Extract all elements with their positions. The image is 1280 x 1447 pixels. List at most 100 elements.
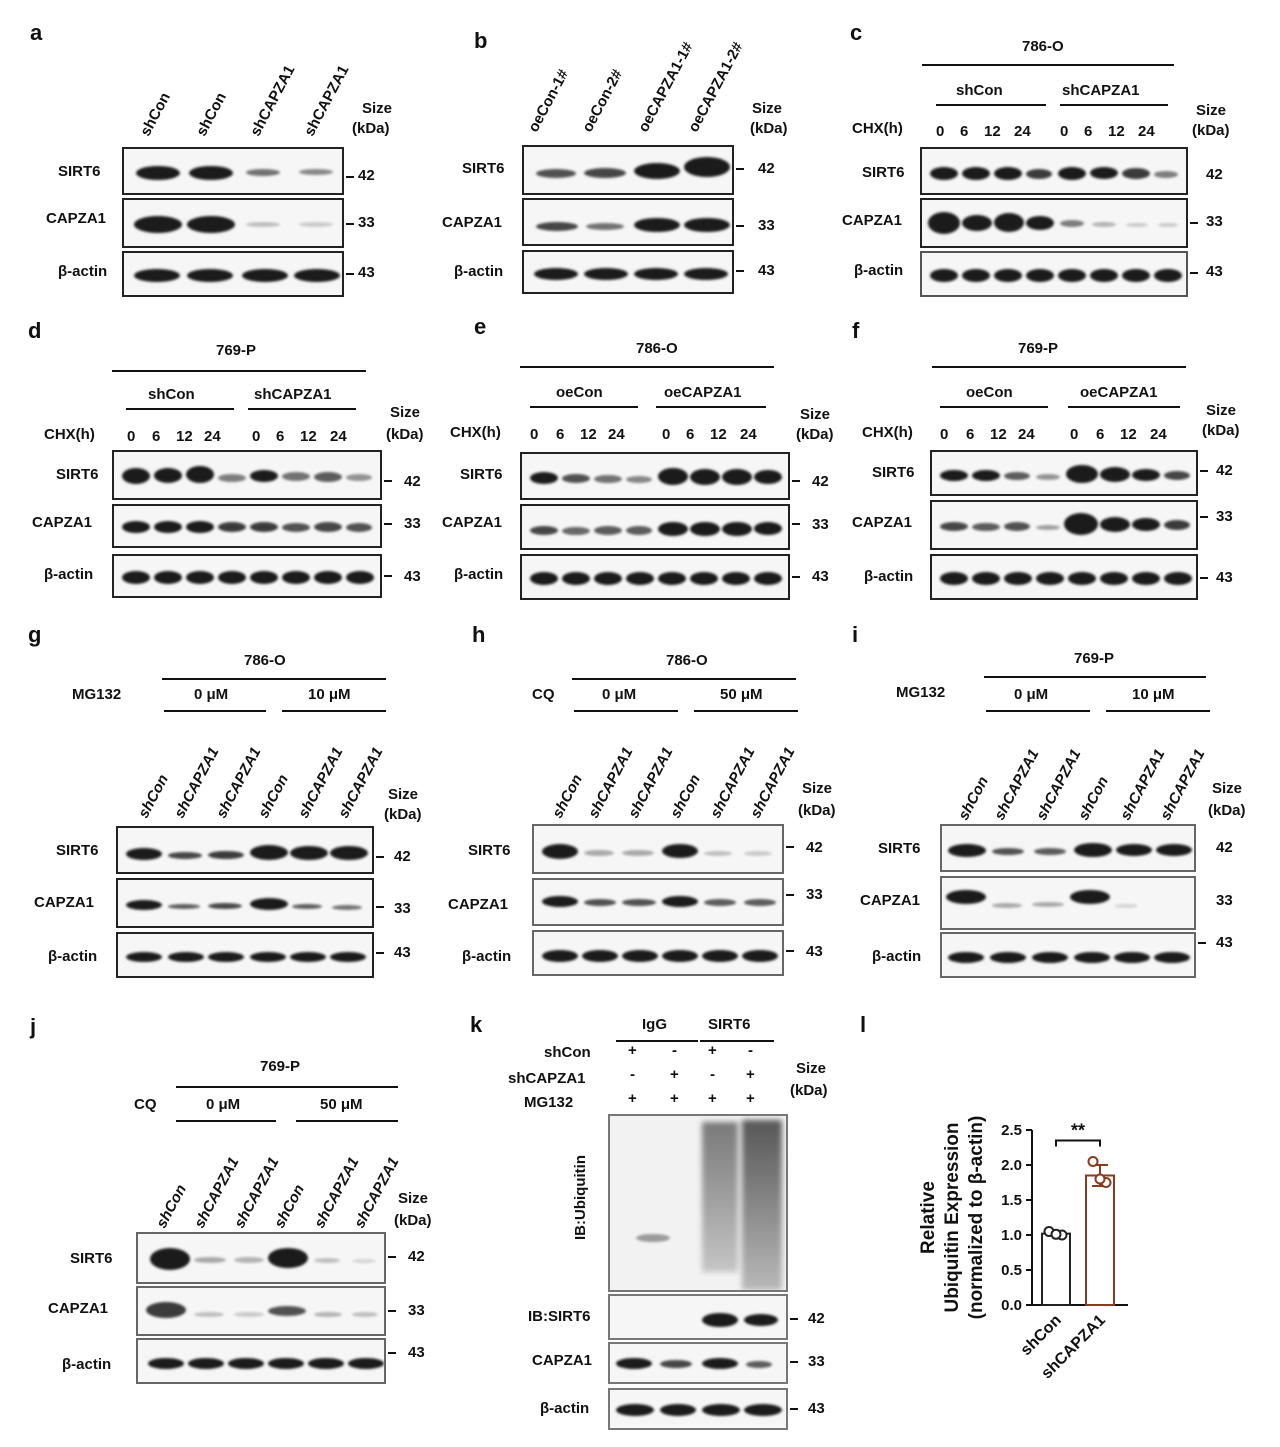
dose-label: 50 μM [720, 686, 763, 703]
mw-42: 42 [808, 1310, 825, 1327]
size-label: Size [1206, 402, 1237, 419]
kda-label: (kDa) [750, 120, 788, 137]
chx-label: CHX(h) [44, 426, 95, 443]
time-label: 6 [966, 426, 975, 443]
lane-label: shCon [254, 771, 292, 821]
row-label-actin: β-actin [58, 263, 108, 280]
blot-capza1 [930, 500, 1198, 550]
panel-g: g 786-O MG132 0 μM 10 μM shCon shCAPZA1 … [0, 610, 440, 1000]
mw-42: 42 [758, 160, 775, 177]
panel-b: b oeCon-1# oeCon-2# oeCAPZA1-1# oeCAPZA1… [430, 0, 850, 310]
time-label: 24 [204, 428, 221, 445]
y-tick-label: 1.5 [1001, 1192, 1022, 1209]
blot-actin [920, 251, 1188, 297]
mw-43: 43 [806, 943, 823, 960]
kda-label: (kDa) [384, 806, 422, 823]
ib-ubiquitin-label: IB:Ubiquitin [572, 1155, 589, 1240]
panel-letter: i [852, 622, 859, 647]
blot-sirt6 [532, 824, 784, 874]
mw-42: 42 [404, 473, 421, 490]
time-label: 6 [960, 123, 969, 140]
blot-ubiquitin [608, 1114, 788, 1292]
panel-letter: d [28, 318, 42, 343]
blot-actin [112, 554, 382, 598]
panel-letter: f [852, 318, 860, 343]
panel-letter: g [28, 622, 42, 647]
ubiquitin-bar-chart: 0.00.51.01.52.02.5shConshCAPZA1**Relativ… [918, 1116, 1128, 1382]
time-label: 12 [990, 426, 1007, 443]
panel-l: l 0.0 0.5 1.0 1.5 2.0 2.5 shCon shCAPZA1 ** Relat… [860, 1000, 1280, 1447]
cell-line: 786-O [636, 340, 678, 357]
sign: - [710, 1066, 715, 1083]
panel-letter: k [470, 1012, 483, 1037]
blot-actin [122, 251, 344, 297]
mw-33: 33 [358, 214, 375, 231]
mw-43: 43 [404, 568, 421, 585]
mw-43: 43 [1216, 569, 1233, 586]
row-label-actin: β-actin [454, 263, 504, 280]
row-label-actin: β-actin [454, 566, 504, 583]
time-label: 0 [662, 426, 671, 443]
time-label: 6 [152, 428, 161, 445]
blot-sirt6 [520, 452, 790, 500]
size-label: Size [390, 404, 421, 421]
dose-label: 0 μM [206, 1096, 241, 1113]
mw-33: 33 [1216, 892, 1233, 909]
row-label-actin: β-actin [462, 948, 512, 965]
group-label: shCon [956, 82, 1003, 99]
row-label-capza1: CAPZA1 [852, 514, 913, 531]
size-label: Size [1212, 780, 1243, 797]
row-label-actin: β-actin [48, 948, 98, 965]
y-tick-label: 0.5 [1001, 1262, 1022, 1279]
cell-line: 786-O [244, 652, 286, 669]
lane-label: shCon [954, 773, 992, 823]
blot-capza1 [136, 1286, 386, 1336]
time-label: 24 [1150, 426, 1167, 443]
mw-33: 33 [806, 886, 823, 903]
size-label: Size [796, 1060, 827, 1077]
time-label: 24 [330, 428, 347, 445]
row-label-actin: β-actin [854, 262, 904, 279]
sign: + [670, 1066, 679, 1083]
kda-label: (kDa) [386, 426, 424, 443]
sign: + [628, 1042, 637, 1059]
time-label: 24 [608, 426, 625, 443]
time-label: 12 [710, 426, 727, 443]
sign: + [708, 1090, 717, 1107]
blot-capza1 [522, 198, 734, 246]
group-label: oeCAPZA1 [1080, 384, 1158, 401]
group-label: shCon [148, 386, 195, 403]
row-label-capza1: CAPZA1 [448, 896, 509, 913]
panel-letter: l [860, 1012, 867, 1037]
mw-42: 42 [1206, 166, 1223, 183]
kda-label: (kDa) [798, 802, 836, 819]
dose-label: 0 μM [602, 686, 637, 703]
size-label: Size [388, 786, 419, 803]
data-point [1050, 1228, 1062, 1240]
row-label-sirt6: SIRT6 [878, 840, 921, 857]
sign: - [748, 1042, 753, 1059]
row-label-capza1: CAPZA1 [32, 514, 93, 531]
blot-capza1 [520, 504, 790, 550]
significance-bracket [1055, 1139, 1101, 1147]
mw-42: 42 [1216, 839, 1233, 856]
kda-label: (kDa) [352, 120, 390, 137]
time-label: 6 [686, 426, 695, 443]
mw-43: 43 [394, 944, 411, 961]
cell-line: 769-P [216, 342, 257, 359]
row-label-capza1: CAPZA1 [34, 894, 95, 911]
time-label: 0 [936, 123, 945, 140]
mw-42: 42 [408, 1248, 425, 1265]
blot-capza1 [920, 198, 1188, 248]
cell-line: 769-P [1074, 650, 1115, 667]
row-label-sirt6: SIRT6 [862, 164, 905, 181]
condition-label: shCon [544, 1044, 591, 1061]
row-label-actin: β-actin [44, 566, 94, 583]
group-label: shCAPZA1 [254, 386, 332, 403]
treatment-label: CQ [532, 686, 555, 703]
chx-label: CHX(h) [450, 424, 501, 441]
sign: + [746, 1066, 755, 1083]
y-axis-label: (normalized to β-actin) [966, 1116, 987, 1320]
blot-capza1 [608, 1342, 788, 1384]
panel-letter: a [30, 20, 43, 45]
